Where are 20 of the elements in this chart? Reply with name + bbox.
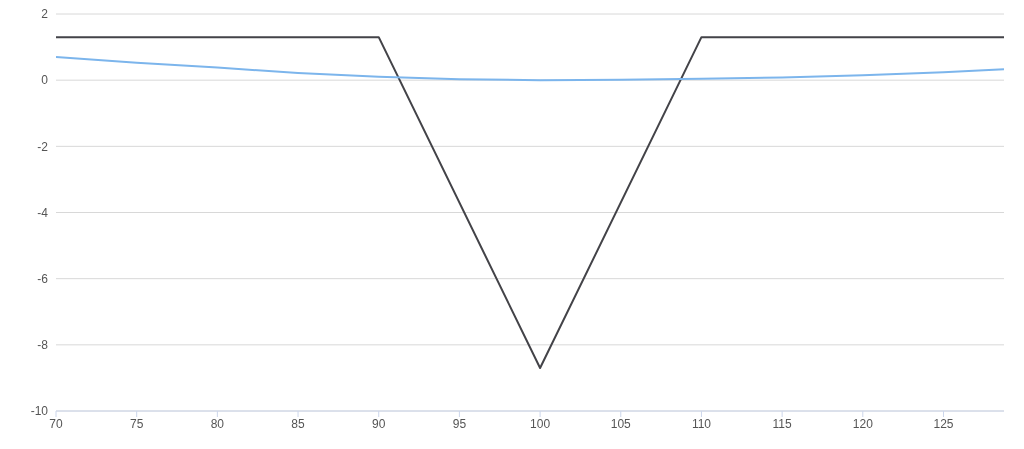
- y-tick-label: -4: [37, 205, 49, 220]
- y-tick-label: -2: [37, 139, 49, 154]
- x-tick-label: 70: [49, 416, 63, 431]
- x-tick-label: 105: [610, 416, 632, 431]
- x-tick-label: 85: [291, 416, 306, 431]
- y-tick-label: 2: [41, 7, 49, 22]
- x-tick-label: 125: [933, 416, 954, 431]
- x-tick-label: 120: [852, 416, 874, 431]
- x-tick-label: 80: [210, 416, 225, 431]
- y-tick-label: -8: [37, 338, 49, 353]
- x-tick-label: 110: [691, 416, 712, 431]
- y-tick-label: -6: [37, 271, 49, 286]
- line-series: [56, 56, 1004, 82]
- x-tick-label: 100: [530, 416, 551, 431]
- x-tick-label: 75: [130, 416, 144, 431]
- x-tick-label: 115: [772, 416, 793, 431]
- x-tick-label: 90: [372, 416, 386, 431]
- y-tick-label: 0: [41, 73, 49, 88]
- y-tick-label: -10: [30, 404, 49, 419]
- x-tick-label: 95: [452, 416, 467, 431]
